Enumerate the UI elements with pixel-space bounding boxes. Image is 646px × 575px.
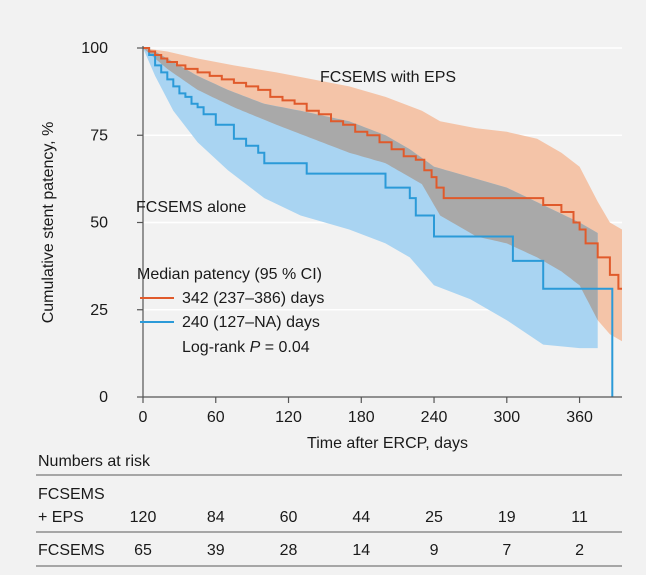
risk-row-eps: 120 84 60 44 25 19 11 xyxy=(130,509,588,526)
risk-table: Numbers at risk FCSEMS + EPS 120 84 60 44 25… xyxy=(36,453,622,567)
confidence-bands xyxy=(143,48,622,349)
x-tick-label-120: 120 xyxy=(275,409,302,426)
risk-value-0-2: 60 xyxy=(280,509,298,526)
risk-value-0-3: 44 xyxy=(352,509,370,526)
logrank-suffix: = 0.04 xyxy=(260,339,309,356)
risk-row-eps-label-2: + EPS xyxy=(38,509,84,526)
axes: 0 25 50 75 100 0 60 120 180 240 300 360 Time after E… xyxy=(40,40,622,452)
x-tick-label-360: 360 xyxy=(566,409,593,426)
legend: Median patency (95 % CI) 342 (237–386) d… xyxy=(137,266,324,356)
risk-value-1-3: 14 xyxy=(352,542,370,559)
alone-curve-label: FCSEMS alone xyxy=(136,199,246,216)
legend-alone-text: 240 (127–NA) days xyxy=(182,314,320,331)
y-tick-label-50: 50 xyxy=(90,215,108,232)
logrank-text: Log-rank P = 0.04 xyxy=(182,339,310,356)
risk-row-eps-label-1: FCSEMS xyxy=(38,486,105,503)
ci-band-alone xyxy=(143,48,598,349)
risk-value-1-0: 65 xyxy=(134,542,152,559)
eps-curve-label: FCSEMS with EPS xyxy=(320,69,456,86)
curve-eps xyxy=(143,47,622,290)
y-tick-label-0: 0 xyxy=(99,389,108,406)
y-axis-label: Cumulative stent patency, % xyxy=(40,122,57,324)
risk-row-alone-label: FCSEMS xyxy=(38,542,105,559)
x-tick-label-180: 180 xyxy=(348,409,375,426)
risk-table-title: Numbers at risk xyxy=(38,453,151,470)
x-tick-label-300: 300 xyxy=(493,409,520,426)
legend-eps-text: 342 (237–386) days xyxy=(182,290,324,307)
x-axis-label: Time after ERCP, days xyxy=(307,435,468,452)
legend-title: Median patency (95 % CI) xyxy=(137,266,322,283)
risk-value-0-4: 25 xyxy=(425,509,443,526)
ci-band-overlap xyxy=(143,48,598,321)
risk-row-alone: 65 39 28 14 9 7 2 xyxy=(134,542,584,559)
risk-value-0-0: 120 xyxy=(130,509,157,526)
logrank-prefix: Log-rank xyxy=(182,339,250,356)
x-tick-label-240: 240 xyxy=(421,409,448,426)
risk-value-1-2: 28 xyxy=(280,542,298,559)
risk-value-0-6: 11 xyxy=(571,509,588,526)
x-tick-label-60: 60 xyxy=(207,409,225,426)
survival-curves xyxy=(143,47,622,397)
logrank-p: P xyxy=(250,339,261,356)
risk-value-1-4: 9 xyxy=(430,542,439,559)
risk-value-0-1: 84 xyxy=(207,509,225,526)
risk-value-1-1: 39 xyxy=(207,542,225,559)
x-tick-label-0: 0 xyxy=(139,409,148,426)
y-tick-label-75: 75 xyxy=(90,127,108,144)
y-tick-label-100: 100 xyxy=(81,40,108,57)
risk-value-1-6: 2 xyxy=(575,542,584,559)
risk-value-0-5: 19 xyxy=(498,509,516,526)
curve-alone xyxy=(143,47,614,397)
risk-value-1-5: 7 xyxy=(502,542,511,559)
y-tick-label-25: 25 xyxy=(90,302,108,319)
